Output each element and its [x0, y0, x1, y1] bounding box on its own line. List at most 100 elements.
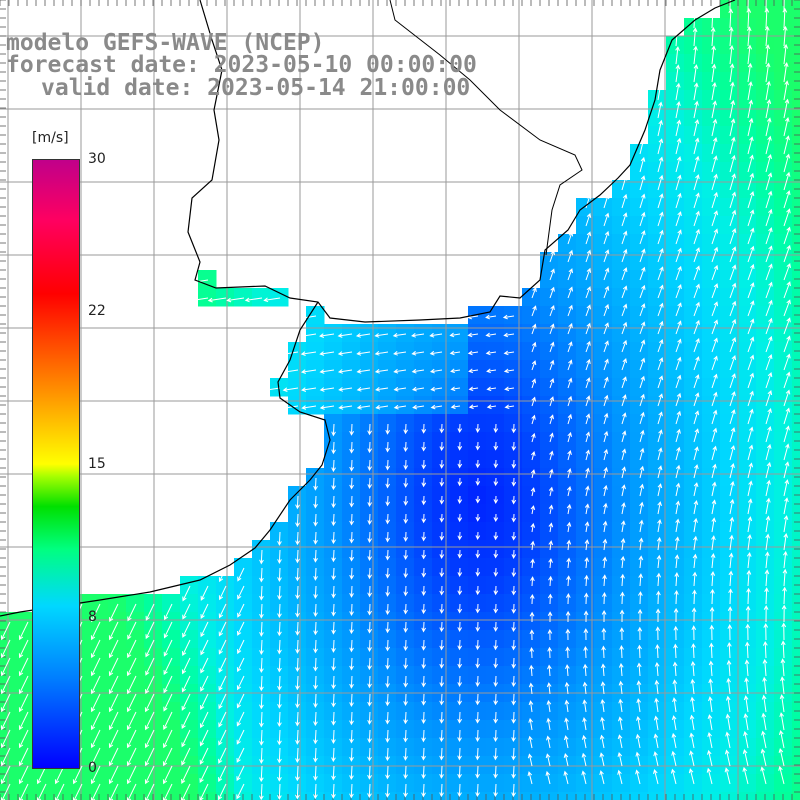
- wind-arrow: [693, 356, 700, 371]
- wind-arrow: [385, 729, 390, 743]
- wind-arrow: [747, 0, 749, 11]
- wind-arrow: [657, 339, 664, 353]
- wind-arrow: [729, 318, 737, 335]
- wind-arrow: [295, 549, 300, 564]
- wind-arrow: [375, 387, 389, 392]
- wind-speed-cell: [288, 756, 307, 775]
- wind-arrow: [421, 495, 427, 506]
- wind-speed-cell: [126, 666, 145, 685]
- wind-arrow: [421, 459, 427, 470]
- wind-arrow: [621, 484, 626, 497]
- wind-speed-cell: [468, 558, 487, 577]
- wind-arrow: [511, 531, 517, 541]
- wind-arrow: [403, 675, 409, 688]
- wind-speed-cell: [576, 378, 595, 397]
- wind-arrow: [421, 639, 427, 651]
- wind-speed-cell: [594, 396, 613, 415]
- wind-arrow: [567, 268, 573, 281]
- wind-speed-cell: [756, 414, 775, 433]
- wind-speed-cell: [324, 774, 343, 793]
- wind-arrow: [367, 459, 373, 472]
- wind-arrow: [457, 567, 463, 577]
- wind-arrow: [729, 480, 735, 497]
- wind-arrow: [567, 359, 573, 371]
- wind-speed-cell: [576, 342, 595, 361]
- wind-arrow: [403, 747, 408, 761]
- wind-speed-cell: [774, 0, 793, 19]
- wind-speed-cell: [774, 756, 793, 775]
- wind-speed-cell: [738, 756, 757, 775]
- wind-speed-cell: [414, 612, 433, 631]
- wind-arrow: [301, 405, 317, 410]
- wind-speed-cell: [702, 576, 721, 595]
- wind-arrow: [259, 567, 264, 583]
- wind-speed-cell: [612, 468, 631, 487]
- wind-arrow: [747, 498, 753, 515]
- wind-speed-cell: [270, 612, 289, 631]
- wind-arrow: [331, 495, 336, 509]
- wind-speed-cell: [450, 504, 469, 523]
- wind-speed-cell: [414, 576, 433, 595]
- wind-speed-cell: [450, 576, 469, 595]
- wind-speed-cell: [630, 450, 649, 469]
- wind-speed-cell: [720, 720, 739, 739]
- wind-arrow: [493, 423, 499, 434]
- wind-arrow: [657, 119, 663, 137]
- wind-arrow: [90, 765, 101, 785]
- wind-arrow: [457, 459, 463, 469]
- wind-arrow: [218, 765, 227, 783]
- wind-speed-cell: [324, 558, 343, 577]
- wind-arrow: [708, 660, 714, 677]
- wind-arrow: [529, 664, 534, 677]
- wind-speed-cell: [414, 558, 433, 577]
- wind-speed-cell: [540, 252, 559, 271]
- wind-speed-cell: [774, 522, 793, 541]
- wind-arrow: [259, 783, 264, 800]
- wind-arrow: [421, 477, 427, 488]
- wind-arrow: [657, 429, 663, 443]
- wind-arrow: [385, 495, 391, 507]
- wind-speed-cell: [540, 378, 559, 397]
- wind-speed-cell: [756, 504, 775, 523]
- wind-arrow: [601, 627, 607, 641]
- wind-arrow: [584, 574, 589, 587]
- wind-speed-cell: [432, 360, 451, 379]
- wind-arrow: [585, 358, 591, 371]
- wind-arrow: [126, 657, 137, 677]
- wind-speed-cell: [666, 288, 685, 307]
- wind-arrow: [639, 193, 646, 209]
- wind-speed-cell: [324, 504, 343, 523]
- wind-arrow: [349, 441, 355, 454]
- wind-speed-cell: [558, 414, 577, 433]
- wind-arrow: [727, 641, 732, 659]
- wind-arrow: [765, 99, 772, 119]
- wind-arrow: [783, 389, 791, 407]
- wind-arrow: [450, 368, 461, 374]
- wind-speed-cell: [648, 432, 667, 451]
- wind-arrow: [199, 783, 209, 800]
- wind-arrow: [765, 408, 772, 425]
- wind-arrow: [493, 495, 499, 504]
- wind-speed-cell: [702, 306, 721, 325]
- wind-arrow: [692, 553, 698, 569]
- wind-speed-cell: [180, 576, 199, 595]
- wind-arrow: [582, 663, 588, 677]
- wind-arrow: [549, 450, 554, 461]
- wind-arrow: [565, 646, 570, 659]
- wind-speed-cell: [720, 324, 739, 343]
- wind-arrow: [457, 441, 463, 451]
- wind-speed-cell: [414, 378, 433, 397]
- wind-arrow: [450, 386, 461, 392]
- wind-speed-cell: [630, 612, 649, 631]
- wind-arrow: [653, 715, 659, 731]
- wind-arrow: [603, 502, 608, 515]
- wind-speed-cell: [180, 594, 199, 613]
- wind-arrow: [277, 531, 282, 546]
- wind-speed-cell: [630, 324, 649, 343]
- wind-arrow: [783, 208, 791, 227]
- wind-arrow: [639, 501, 644, 515]
- wind-speed-cell: [684, 540, 703, 559]
- wind-speed-cell: [540, 630, 559, 649]
- wind-speed-cell: [126, 612, 145, 631]
- wind-speed-cell: [324, 702, 343, 721]
